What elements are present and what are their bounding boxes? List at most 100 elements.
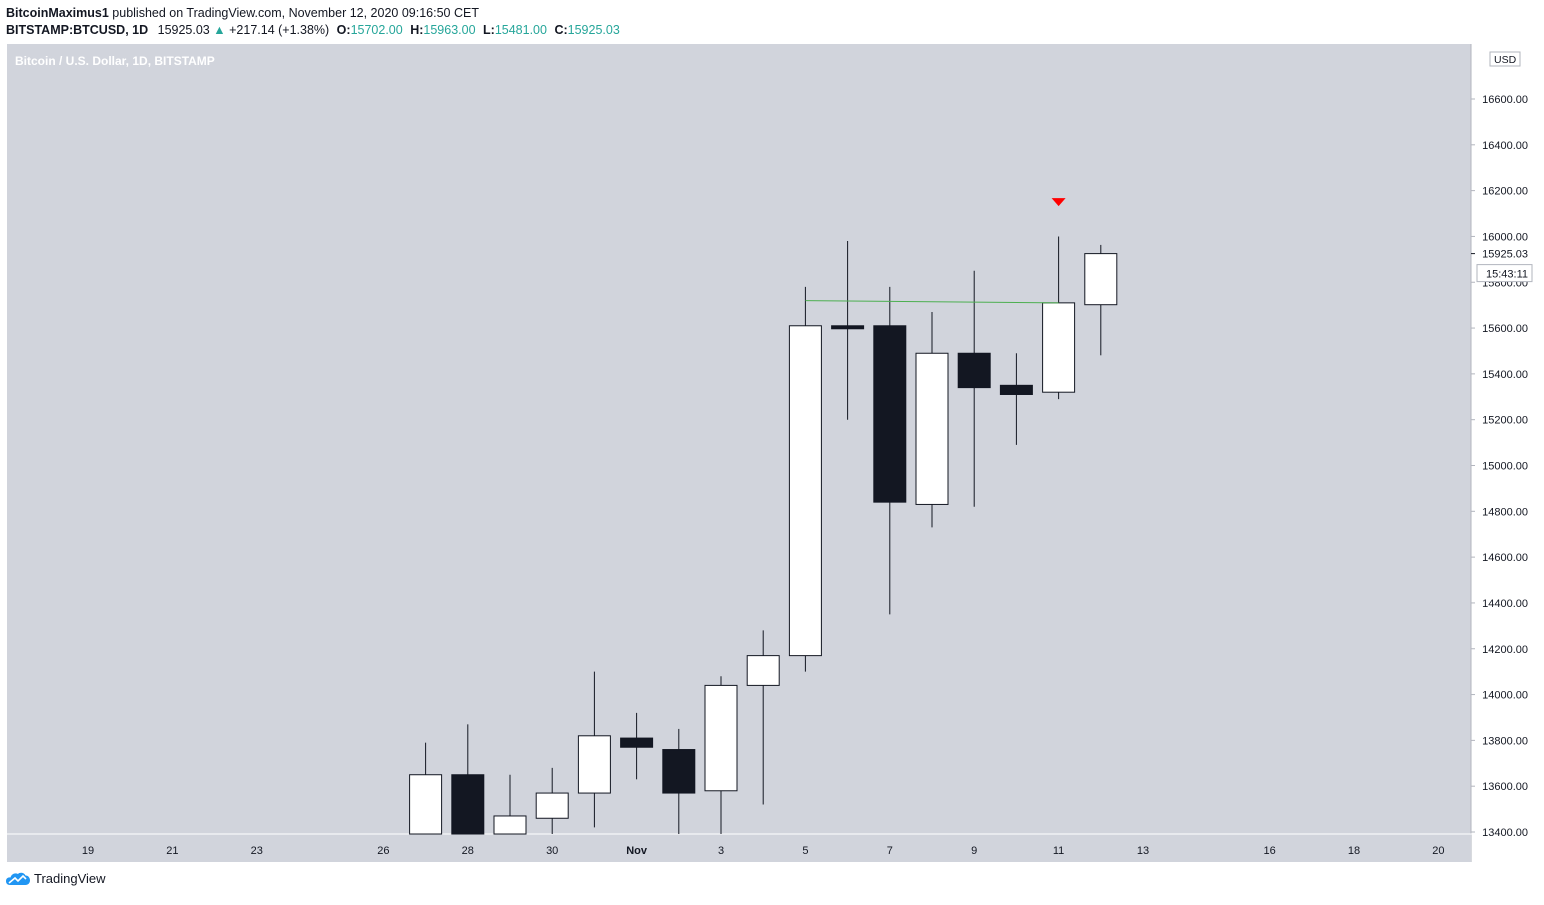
sell-signal-arrow-icon: [1051, 198, 1066, 207]
high-label: H:: [410, 23, 424, 37]
high-value: 15963.00: [423, 23, 476, 37]
tradingview-footer[interactable]: TradingView: [6, 871, 106, 886]
y-tick-label: 14800.00: [1482, 506, 1528, 518]
x-tick-label: 13: [1137, 845, 1149, 857]
candle: [831, 241, 865, 420]
x-tick-label: 19: [82, 845, 94, 857]
candle: [535, 767, 569, 834]
resistance-line: [805, 300, 1059, 304]
x-tick-label: 21: [166, 845, 178, 857]
author-name[interactable]: BitcoinMaximus1: [6, 6, 109, 20]
candle: [746, 630, 780, 805]
candle-body-up: [704, 684, 738, 792]
candle-body-up: [788, 325, 822, 657]
y-tick-label: 16200.00: [1482, 186, 1528, 198]
x-tick-label: 18: [1348, 845, 1360, 857]
x-tick-label: 16: [1263, 845, 1275, 857]
candle: [577, 671, 611, 828]
low-label: L:: [483, 23, 495, 37]
candle-body-down: [620, 737, 654, 748]
candle: [999, 353, 1033, 445]
x-tick-label: 23: [251, 845, 263, 857]
close-value: 15925.03: [567, 23, 620, 37]
y-tick-label: 14000.00: [1482, 690, 1528, 702]
candle: [620, 712, 654, 780]
candle: [409, 742, 443, 835]
y-tick-label: 15600.00: [1482, 323, 1528, 335]
y-tick-label: 13400.00: [1482, 827, 1528, 839]
y-tick-label: 15000.00: [1482, 461, 1528, 473]
low-value: 15481.00: [494, 23, 547, 37]
currency-label: USD: [1494, 54, 1517, 66]
candle-body-down: [662, 749, 696, 794]
annotations: [805, 198, 1066, 304]
x-tick-label: 26: [377, 845, 389, 857]
y-tick-label: 14400.00: [1482, 598, 1528, 610]
candle-body-up: [746, 655, 780, 686]
last-price-label: 15925.03: [1482, 249, 1528, 261]
candle: [704, 676, 738, 834]
candle: [1042, 236, 1076, 400]
candle: [493, 774, 527, 835]
x-tick-label: 5: [802, 845, 808, 857]
y-tick-label: 15400.00: [1482, 369, 1528, 381]
y-tick-label: 14600.00: [1482, 552, 1528, 564]
candles: [409, 236, 1118, 835]
candle-body-down: [957, 352, 991, 389]
candle-body-up: [535, 792, 569, 819]
x-tick-label: 20: [1432, 845, 1444, 857]
change-up-arrow-icon: ▲: [213, 23, 226, 37]
candle: [662, 728, 696, 834]
x-tick-label: 7: [887, 845, 893, 857]
candle-body-up: [1084, 253, 1118, 306]
y-tick-label: 16600.00: [1482, 94, 1528, 106]
candle-body-up: [577, 735, 611, 794]
candle-body-up: [409, 774, 443, 835]
y-tick-label: 13800.00: [1482, 735, 1528, 747]
chart-title: Bitcoin / U.S. Dollar, 1D, BITSTAMP: [15, 54, 215, 68]
x-tick-label: 9: [971, 845, 977, 857]
candle: [1084, 244, 1118, 356]
footer-brand: TradingView: [34, 871, 106, 886]
close-label: C:: [554, 23, 568, 37]
tradingview-logo-icon: [6, 872, 30, 885]
open-label: O:: [336, 23, 351, 37]
candle-body-up: [1042, 302, 1076, 393]
symbol-label: BITSTAMP:BTCUSD, 1D: [6, 23, 149, 37]
candle: [915, 312, 949, 528]
candle-body-down: [451, 774, 485, 835]
open-value: 15702.00: [350, 23, 403, 37]
price-labels: 15925.03 15:43:11: [1471, 249, 1533, 283]
candle-body-down: [873, 325, 907, 503]
currency-box: [1489, 51, 1521, 67]
last-price: 15925.03: [157, 23, 210, 37]
y-tick-label: 13600.00: [1482, 781, 1528, 793]
x-tick-label: 11: [1053, 845, 1064, 857]
candle: [451, 724, 485, 835]
time-axis: 19 21 23 26 28 30 Nov 3 5 7 9 11 13 16 18 20: [82, 845, 1445, 857]
price-axis-background: [1471, 44, 1537, 834]
countdown-box: [1476, 264, 1533, 283]
y-tick-label: 15200.00: [1482, 415, 1528, 427]
x-tick-label: Nov: [626, 845, 648, 857]
time-axis-background: [7, 834, 1471, 862]
candle-body-down: [999, 384, 1033, 395]
price-axis: 13400.00 13600.00 13800.00 14000.00 14200.00…: [1471, 94, 1528, 839]
candle: [873, 286, 907, 615]
candle-body-up: [915, 352, 949, 505]
y-tick-label: 16000.00: [1482, 231, 1528, 243]
countdown-label: 15:43:11: [1486, 269, 1528, 281]
candle: [957, 270, 991, 507]
chart-header: BitcoinMaximus1 published on TradingView…: [6, 5, 620, 39]
y-tick-label: 16400.00: [1482, 140, 1528, 152]
candle-body-down: [831, 325, 865, 330]
published-text: published on TradingView.com, November 1…: [112, 6, 479, 20]
x-tick-label: 3: [718, 845, 724, 857]
price-change: +217.14 (+1.38%): [229, 23, 330, 37]
candle-body-up: [493, 815, 527, 835]
plot-background: [7, 44, 1471, 834]
x-tick-label: 30: [546, 845, 558, 857]
y-tick-label: 14200.00: [1482, 644, 1528, 656]
